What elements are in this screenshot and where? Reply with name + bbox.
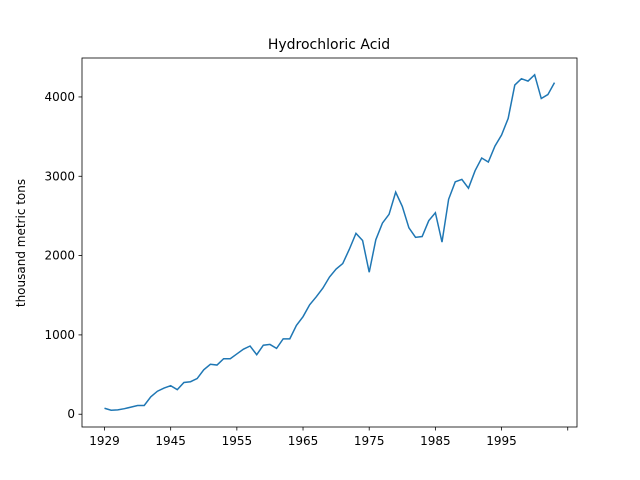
x-tick-label: 1975	[354, 434, 385, 448]
x-tick-label: 1995	[486, 434, 517, 448]
y-tick-label: 0	[67, 407, 75, 421]
y-tick-label: 3000	[44, 169, 75, 183]
y-axis-label: thousand metric tons	[14, 179, 28, 307]
x-tick-label: 1929	[89, 434, 120, 448]
chart-title: Hydrochloric Acid	[268, 37, 390, 53]
x-tick-label: 1945	[155, 434, 186, 448]
x-tick-label: 1985	[420, 434, 451, 448]
y-tick-label: 2000	[44, 249, 75, 263]
y-tick-label: 1000	[44, 328, 75, 342]
x-tick-label: 1965	[288, 434, 319, 448]
y-tick-label: 4000	[44, 90, 75, 104]
data-line	[104, 73, 556, 412]
x-tick-label: 1955	[222, 434, 253, 448]
plot-frame	[81, 57, 578, 428]
